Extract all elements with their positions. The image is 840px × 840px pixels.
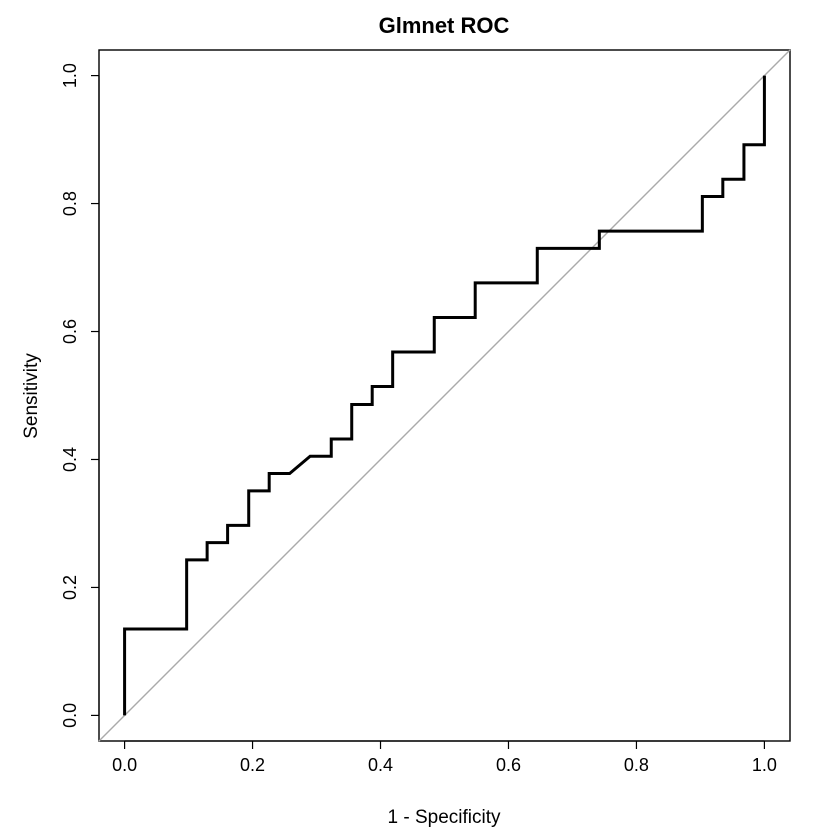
x-tick-label: 0.8: [624, 755, 649, 775]
x-axis: 0.0 0.2 0.4 0.6 0.8 1.0: [112, 740, 777, 775]
x-tick-label: 0.4: [368, 755, 393, 775]
y-tick-label: 0.0: [60, 703, 80, 728]
roc-curve-line: [123, 75, 766, 716]
x-tick-label: 1.0: [752, 755, 777, 775]
y-tick-label: 1.0: [60, 63, 80, 88]
x-axis-label: 1 - Specificity: [388, 807, 501, 828]
x-tick-label: 0.6: [496, 755, 521, 775]
y-axis: 0.0 0.2 0.4 0.6 0.8 1.0: [60, 63, 100, 728]
y-tick-label: 0.8: [60, 191, 80, 216]
x-tick-label: 0.2: [240, 755, 265, 775]
diagonal-reference-line: [98, 49, 791, 742]
chart-title: Glmnet ROC: [379, 13, 510, 38]
roc-curve-layer: [123, 75, 766, 716]
y-tick-label: 0.6: [60, 319, 80, 344]
y-axis-label: Sensitivity: [21, 353, 42, 439]
y-tick-label: 0.4: [60, 447, 80, 472]
x-tick-label: 0.0: [112, 755, 137, 775]
y-tick-label: 0.2: [60, 575, 80, 600]
reference-line-layer: [98, 49, 791, 742]
